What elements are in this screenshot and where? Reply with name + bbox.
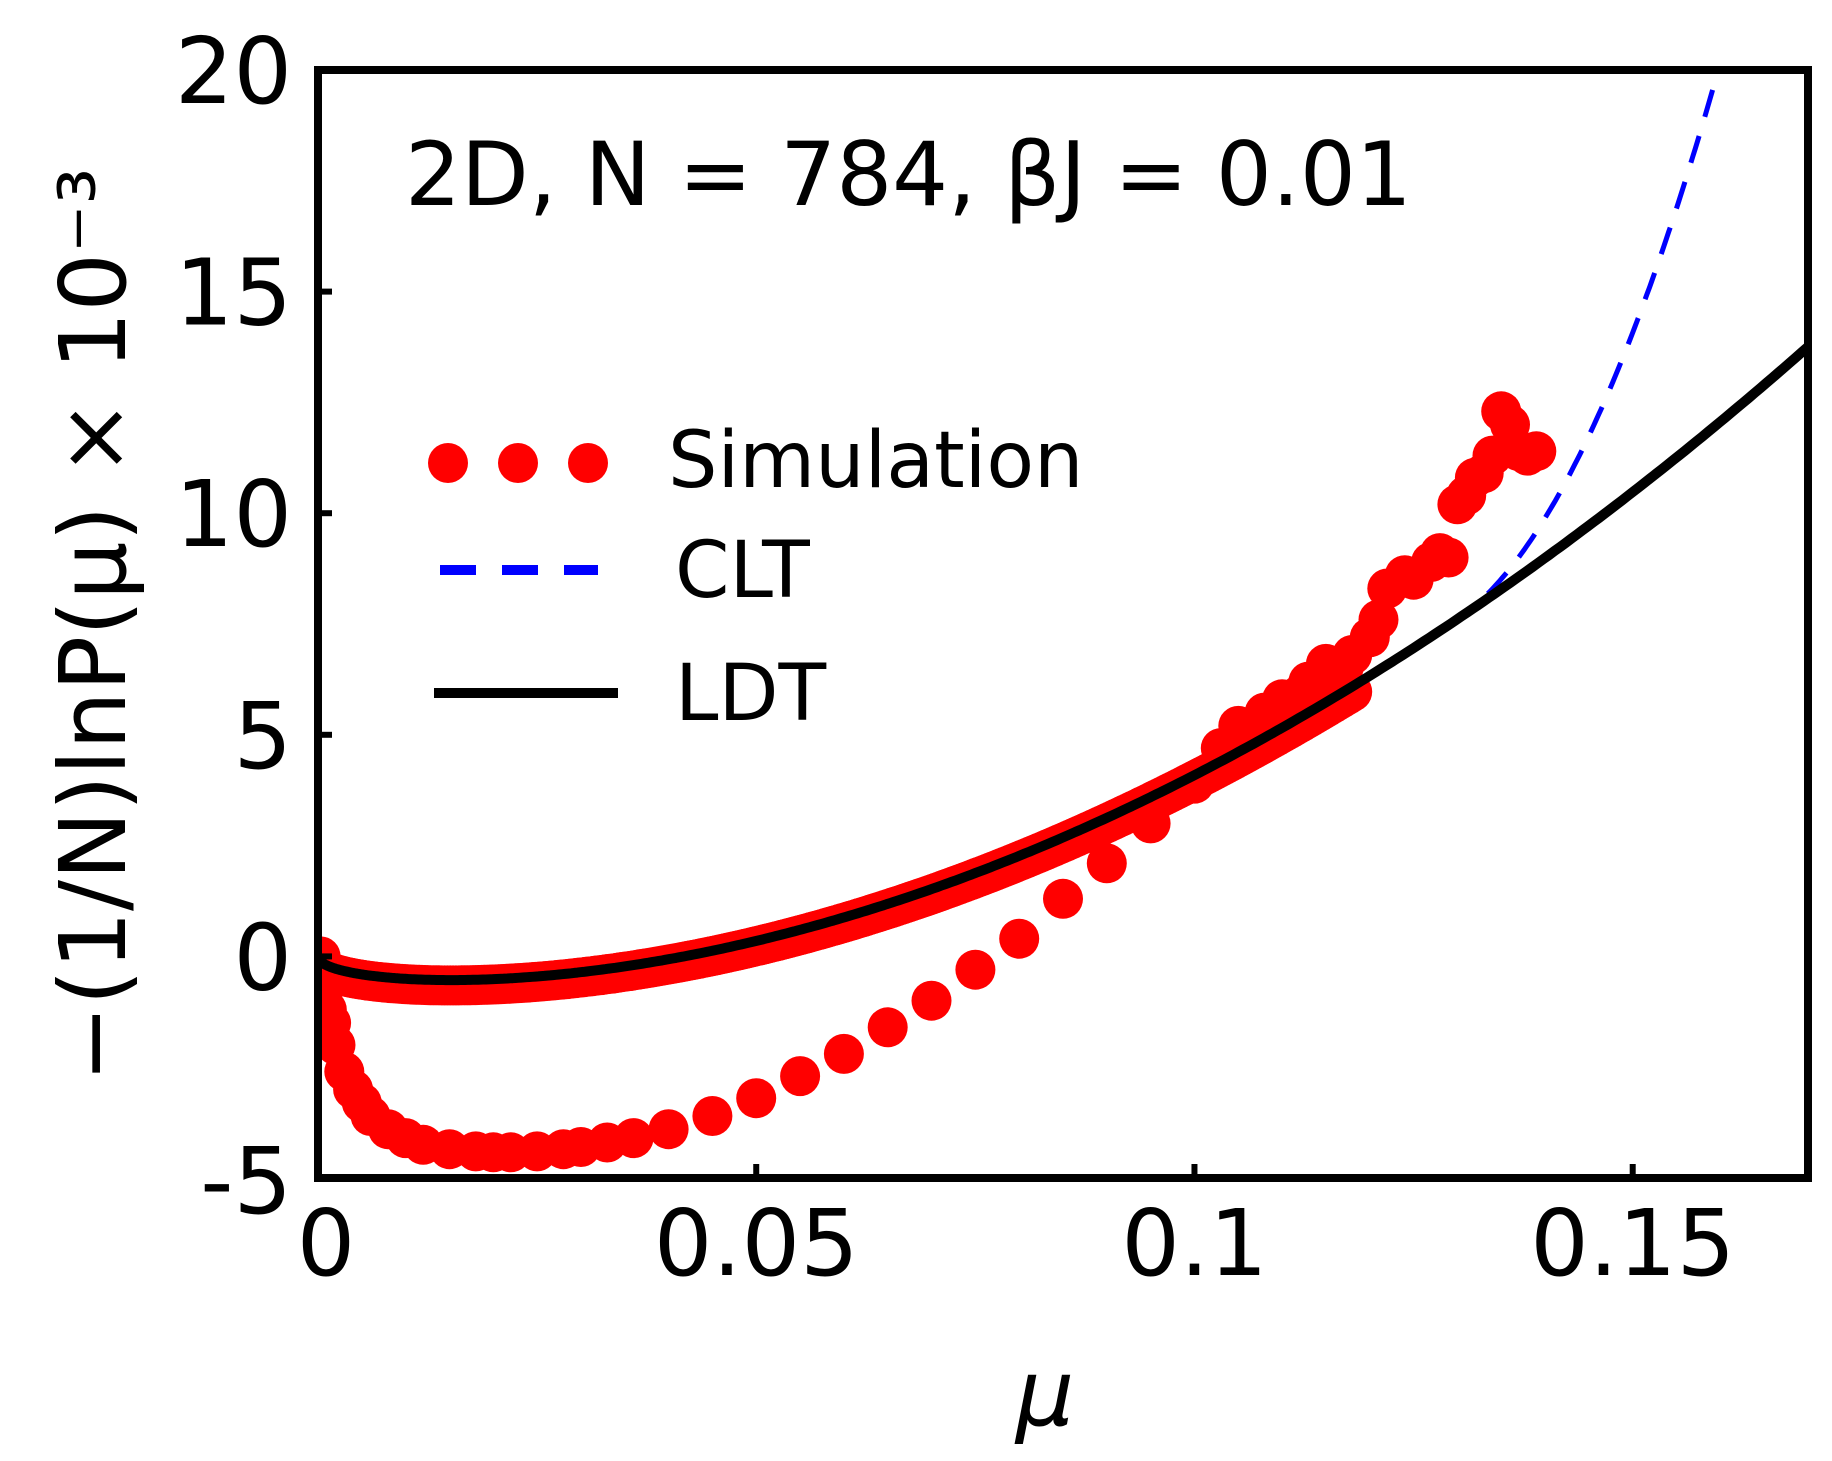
clt-line xyxy=(1368,72,1721,678)
legend-label-simulation: Simulation xyxy=(668,416,1083,506)
y-tick-label: 0 xyxy=(233,904,292,1011)
simulation-point xyxy=(1358,599,1399,640)
x-tick-label: 0 xyxy=(297,1190,356,1297)
x-tick-label: 0.1 xyxy=(1121,1190,1267,1297)
legend-marker-simulation xyxy=(568,443,608,483)
y-tick-label: 15 xyxy=(175,240,292,347)
plot-frame xyxy=(314,66,1812,1182)
x-tick-label: 0.15 xyxy=(1530,1190,1735,1297)
simulation-point xyxy=(1516,431,1557,472)
simulation-point xyxy=(1043,878,1083,919)
simulation-series-layer xyxy=(322,391,1557,1173)
simulation-point xyxy=(867,1007,908,1048)
legend-label-ldt: LDT xyxy=(675,649,827,739)
y-tick-label: 5 xyxy=(233,683,292,790)
y-tick-label: 10 xyxy=(175,461,292,568)
clt-series-layer xyxy=(1368,72,1721,678)
simulation-point xyxy=(780,1056,821,1097)
simulation-point xyxy=(955,949,996,990)
simulation-point xyxy=(613,1118,654,1159)
simulation-point xyxy=(911,980,952,1021)
simulation-point xyxy=(648,1109,689,1150)
ldt-series-layer xyxy=(322,343,1810,986)
legend-marker-simulation xyxy=(428,443,468,483)
legend-label-clt: CLT xyxy=(675,526,810,616)
chart-annotation: 2D, N = 784, βJ = 0.01 xyxy=(405,123,1412,226)
simulation-point xyxy=(999,918,1040,959)
simulation-point xyxy=(736,1078,777,1119)
ldt-line xyxy=(322,343,1810,986)
legend: Simulation CLT LDT xyxy=(428,416,1083,739)
y-axis-label: −(1/N)lnP(μ) × 10⁻³ xyxy=(40,168,147,1083)
simulation-point xyxy=(1428,537,1469,578)
legend-marker-simulation xyxy=(498,443,538,483)
x-tick-label: 0.05 xyxy=(654,1190,859,1297)
axes-layer xyxy=(314,66,1812,1182)
y-tick-label: -5 xyxy=(200,1128,292,1235)
simulation-point xyxy=(823,1033,864,1074)
simulation-point xyxy=(692,1096,733,1136)
y-tick-label: 20 xyxy=(175,18,292,125)
x-axis-label: μ xyxy=(1014,1340,1075,1447)
simulation-point xyxy=(1086,843,1127,884)
